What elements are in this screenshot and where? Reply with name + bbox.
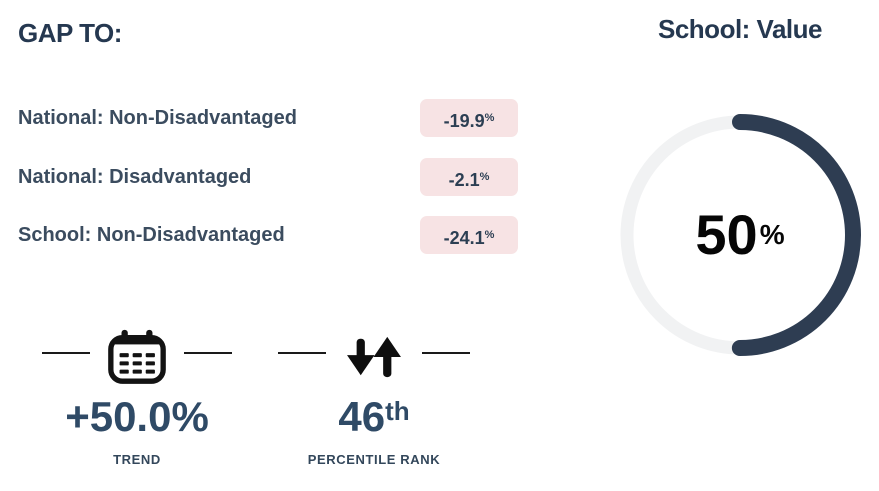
divider-line [184,352,232,354]
gap-value: -19.9 [443,111,485,131]
gap-row: National: Non-Disadvantaged -19.9% [18,99,518,137]
donut-gauge [619,114,861,356]
percent-sign: % [484,112,495,124]
percentile-value: 46th [267,396,481,438]
divider-line [422,352,470,354]
gap-value-badge: -24.1% [420,216,518,254]
trend-label: TREND [113,452,161,467]
gap-value-badge: -2.1% [420,158,518,196]
stat-percentile-rank: 46th PERCENTILE RANK [267,326,481,467]
gap-row-label: School: Non-Disadvantaged [18,224,285,246]
gap-row: School: Non-Disadvantaged -24.1% [18,216,518,254]
gap-value: -24.1 [443,228,485,248]
trend-value: +50.0% [30,396,244,438]
gauge-fill-arc [619,114,861,356]
gauge-value-text: 50 [695,203,758,266]
trend-value-text: +50.0% [65,393,209,440]
stat-trend-icon-row [30,326,244,388]
down-up-arrows-icon [342,332,406,382]
divider-line [278,352,326,354]
gauge-value: 50% [615,110,865,360]
percentile-label: PERCENTILE RANK [307,452,441,467]
percent-sign: % [479,171,490,183]
gap-row-label: National: Non-Disadvantaged [18,107,297,129]
divider-line [42,352,90,354]
stat-trend: +50.0% TREND [30,326,244,467]
calendar-icon [106,328,168,386]
gap-value-badge: -19.9% [420,99,518,137]
percent-sign: % [484,229,495,241]
gauge-percent-sign: % [759,219,785,250]
gap-row: National: Disadvantaged -2.1% [18,158,518,196]
percentile-value-text: 46 [338,393,386,440]
gap-section-title: GAP TO: [18,18,122,48]
percentile-ordinal: th [385,396,410,426]
gauge-title: School: Value [658,14,823,44]
gap-value: -2.1 [448,170,480,190]
stat-percentile-icon-row [267,326,481,388]
gap-row-label: National: Disadvantaged [18,166,252,188]
